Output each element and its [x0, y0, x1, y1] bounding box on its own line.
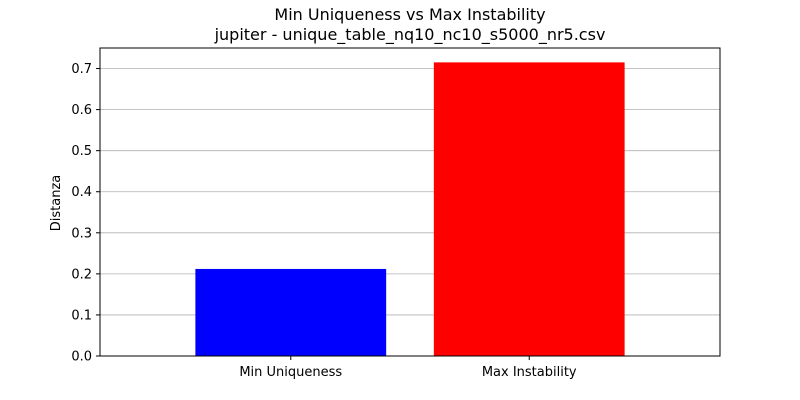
chart-title: Min Uniqueness vs Max Instability — [274, 5, 545, 24]
bar — [195, 268, 387, 356]
y-tick-label: 0.4 — [71, 185, 92, 200]
chart-subtitle: jupiter - unique_table_nq10_nc10_s5000_n… — [214, 25, 606, 45]
x-ticks: Min Uniqueness Max Instability — [239, 356, 577, 380]
bars — [195, 62, 625, 357]
y-tick-label: 0.6 — [71, 103, 92, 118]
y-tick-label: 0.7 — [71, 62, 92, 77]
y-tick-label: 0.5 — [71, 144, 92, 159]
x-tick-label: Max Instability — [482, 365, 577, 380]
y-ticks: 0.0 0.1 0.2 0.3 0.4 0.5 0.6 0.7 — [71, 62, 100, 365]
x-tick-label: Min Uniqueness — [239, 365, 342, 380]
y-tick-label: 0.1 — [71, 308, 92, 323]
bar — [433, 62, 625, 357]
axes — [99, 47, 721, 357]
y-axis-label: Distanza — [49, 175, 64, 232]
y-tick-label: 0.2 — [71, 267, 92, 282]
y-tick-label: 0.3 — [71, 226, 92, 241]
plot-frame — [99, 47, 721, 357]
y-tick-label: 0.0 — [71, 350, 92, 365]
